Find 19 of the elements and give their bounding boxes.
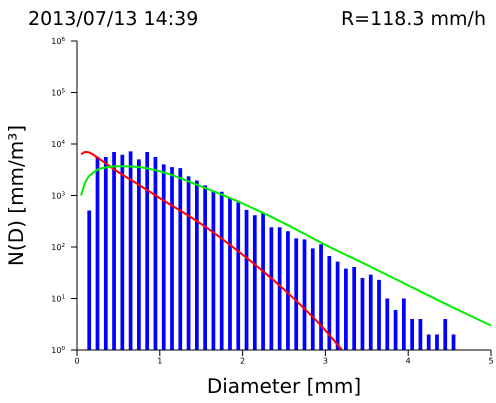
x-tick-label: 5 (488, 356, 494, 366)
x-tick-label: 4 (406, 356, 411, 366)
y-tick-label: 10$^{4}$ (51, 139, 66, 149)
y-tick-label: 10$^{6}$ (51, 36, 66, 46)
y-tick-label: 10$^{3}$ (51, 190, 66, 200)
y-tick-label: 10$^{5}$ (51, 88, 66, 98)
y-axis-title: N(D) [mm/m³] (4, 124, 28, 266)
x-tick-label: 3 (322, 356, 328, 366)
chart-title: 2013/07/13 14:39 (28, 8, 198, 32)
y-tick-label: 10$^{2}$ (51, 242, 65, 252)
chart-subtitle: R=118.3 mm/h (340, 8, 486, 32)
y-tick-label: 10$^{1}$ (51, 294, 66, 304)
y-tick-label: 10$^{0}$ (51, 345, 66, 355)
line-series (80, 165, 491, 326)
x-tick-label: 1 (157, 356, 162, 366)
x-axis-title: Diameter [mm] (206, 374, 362, 398)
line-series (80, 150, 343, 350)
x-tick-label: 2 (240, 356, 246, 366)
x-tick-label: 0 (74, 356, 80, 366)
